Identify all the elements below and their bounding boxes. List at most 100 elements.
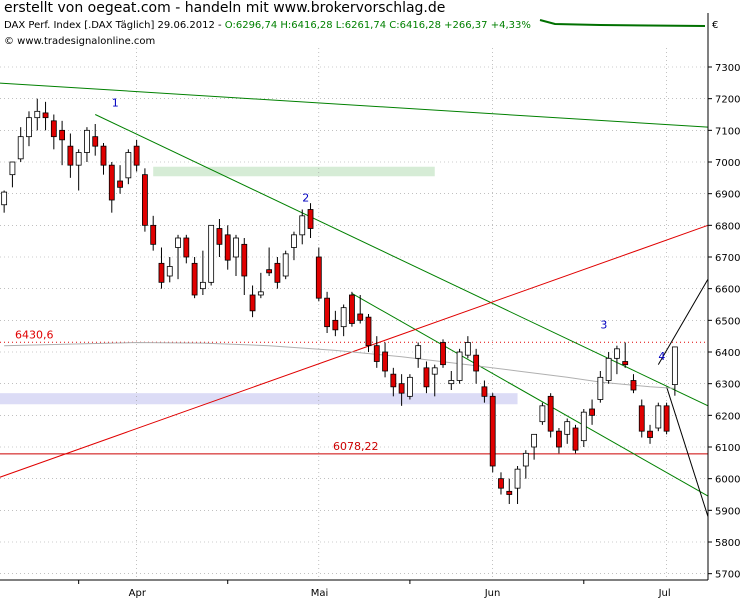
candle-up — [34, 110, 41, 119]
y-tick-label: 7300 — [715, 63, 740, 74]
candle-up — [17, 136, 24, 160]
candle-down — [423, 367, 430, 388]
candle-down — [398, 383, 405, 394]
candle-down — [498, 478, 504, 489]
candle-up — [605, 357, 612, 381]
candle-up — [175, 237, 181, 248]
candle-down — [332, 319, 339, 331]
annotation-label: 2 — [302, 192, 309, 205]
trend-line — [666, 386, 709, 517]
candle-down — [191, 262, 198, 296]
candle-up — [564, 421, 571, 435]
y-tick-label: 6600 — [715, 285, 740, 296]
candle-down — [390, 373, 397, 388]
annotation-label: 1 — [112, 97, 119, 110]
candle-down — [589, 408, 595, 416]
candle-down — [216, 228, 223, 245]
y-tick-label: 6800 — [715, 221, 740, 232]
mini-trend-line — [539, 19, 706, 27]
y-tick-label: 6400 — [715, 348, 740, 359]
moving-average-line — [4, 341, 675, 389]
candle-down — [315, 256, 322, 299]
candle-down — [622, 361, 629, 366]
candle-down — [547, 395, 554, 432]
candle-down — [42, 112, 49, 119]
candles-layer — [1, 98, 678, 504]
zone-rect — [0, 393, 518, 405]
currency-label: € — [712, 20, 718, 31]
x-tick-label: Jun — [484, 588, 501, 599]
trend-line — [657, 278, 709, 365]
x-axis: Apr Mai Jun Jul — [0, 579, 708, 599]
trend-line — [0, 82, 709, 128]
candle-down — [100, 145, 107, 166]
y-tick-label: 6500 — [715, 316, 740, 327]
y-axis: €7300 7200 7100 7000 6900 6800 6700 6600 6500 640… — [707, 13, 740, 581]
candle-down — [647, 430, 653, 438]
candle-up — [539, 405, 546, 423]
candle-down — [324, 297, 330, 328]
zones-layer — [0, 166, 518, 405]
candle-down — [373, 345, 380, 362]
candle-up — [431, 367, 438, 375]
candle-down — [142, 174, 148, 226]
candle-down — [150, 224, 157, 245]
candle-down — [572, 427, 579, 451]
candle-down — [183, 237, 190, 258]
candle-down — [481, 386, 488, 397]
candle-down — [224, 234, 231, 261]
x-tick-label: Mai — [311, 588, 329, 599]
candle-down — [473, 354, 480, 372]
candle-up — [464, 342, 471, 356]
candle-down — [357, 313, 364, 321]
y-tick-label: 6200 — [715, 411, 740, 422]
candle-up — [9, 161, 16, 176]
candle-down — [506, 490, 513, 495]
candle-down — [630, 380, 637, 391]
y-tick-label: 6700 — [715, 253, 740, 264]
candle-up — [531, 433, 538, 448]
candle-up — [199, 281, 206, 290]
candle-down — [117, 180, 123, 188]
candle-down — [241, 243, 248, 277]
annotation-label: 3 — [600, 318, 607, 331]
candle-down — [307, 209, 314, 229]
ohlc-values: O:6296,74 H:6416,28 L:6261,74 C:6416,28 … — [224, 20, 531, 31]
chart-header-title: erstellt von oegeat.com - handeln mit ww… — [4, 0, 446, 16]
candle-up — [340, 307, 347, 328]
annotation-label: 4 — [658, 350, 665, 363]
y-tick-label: 7100 — [715, 126, 740, 137]
candle-down — [663, 405, 670, 432]
candle-up — [456, 351, 463, 381]
candle-up — [597, 376, 604, 400]
candle-down — [382, 351, 388, 372]
candle-up — [75, 152, 82, 166]
candle-up — [671, 346, 678, 386]
candle-down — [59, 129, 66, 141]
trend-line — [351, 292, 709, 497]
candle-up — [233, 237, 239, 258]
candle-down — [158, 262, 165, 283]
zone-rect — [153, 166, 435, 177]
candle-up — [282, 253, 289, 277]
candle-up — [406, 376, 413, 397]
candle-up — [1, 191, 8, 206]
y-tick-label: 5800 — [715, 538, 740, 549]
y-tick-label: 6000 — [715, 475, 740, 486]
candle-down — [638, 405, 645, 432]
copyright-text: © www.tradesignalonline.com — [4, 36, 156, 47]
candle-down — [349, 294, 355, 324]
candle-up — [125, 152, 132, 179]
candle-down — [67, 145, 74, 166]
x-tick-label: Jul — [658, 588, 671, 599]
candle-down — [266, 269, 273, 274]
instrument-info-text: DAX Perf. Index [.DAX Täglich] 29.06.201… — [4, 20, 225, 31]
candle-down — [249, 294, 256, 312]
x-tick-label: Apr — [129, 588, 147, 599]
candle-up — [522, 452, 529, 467]
candle-up — [655, 405, 662, 429]
trend-line — [95, 114, 709, 407]
y-tick-label: 7000 — [715, 158, 740, 169]
y-tick-label: 7200 — [715, 95, 740, 106]
annotations-layer: 1 2 3 4 — [112, 97, 666, 363]
